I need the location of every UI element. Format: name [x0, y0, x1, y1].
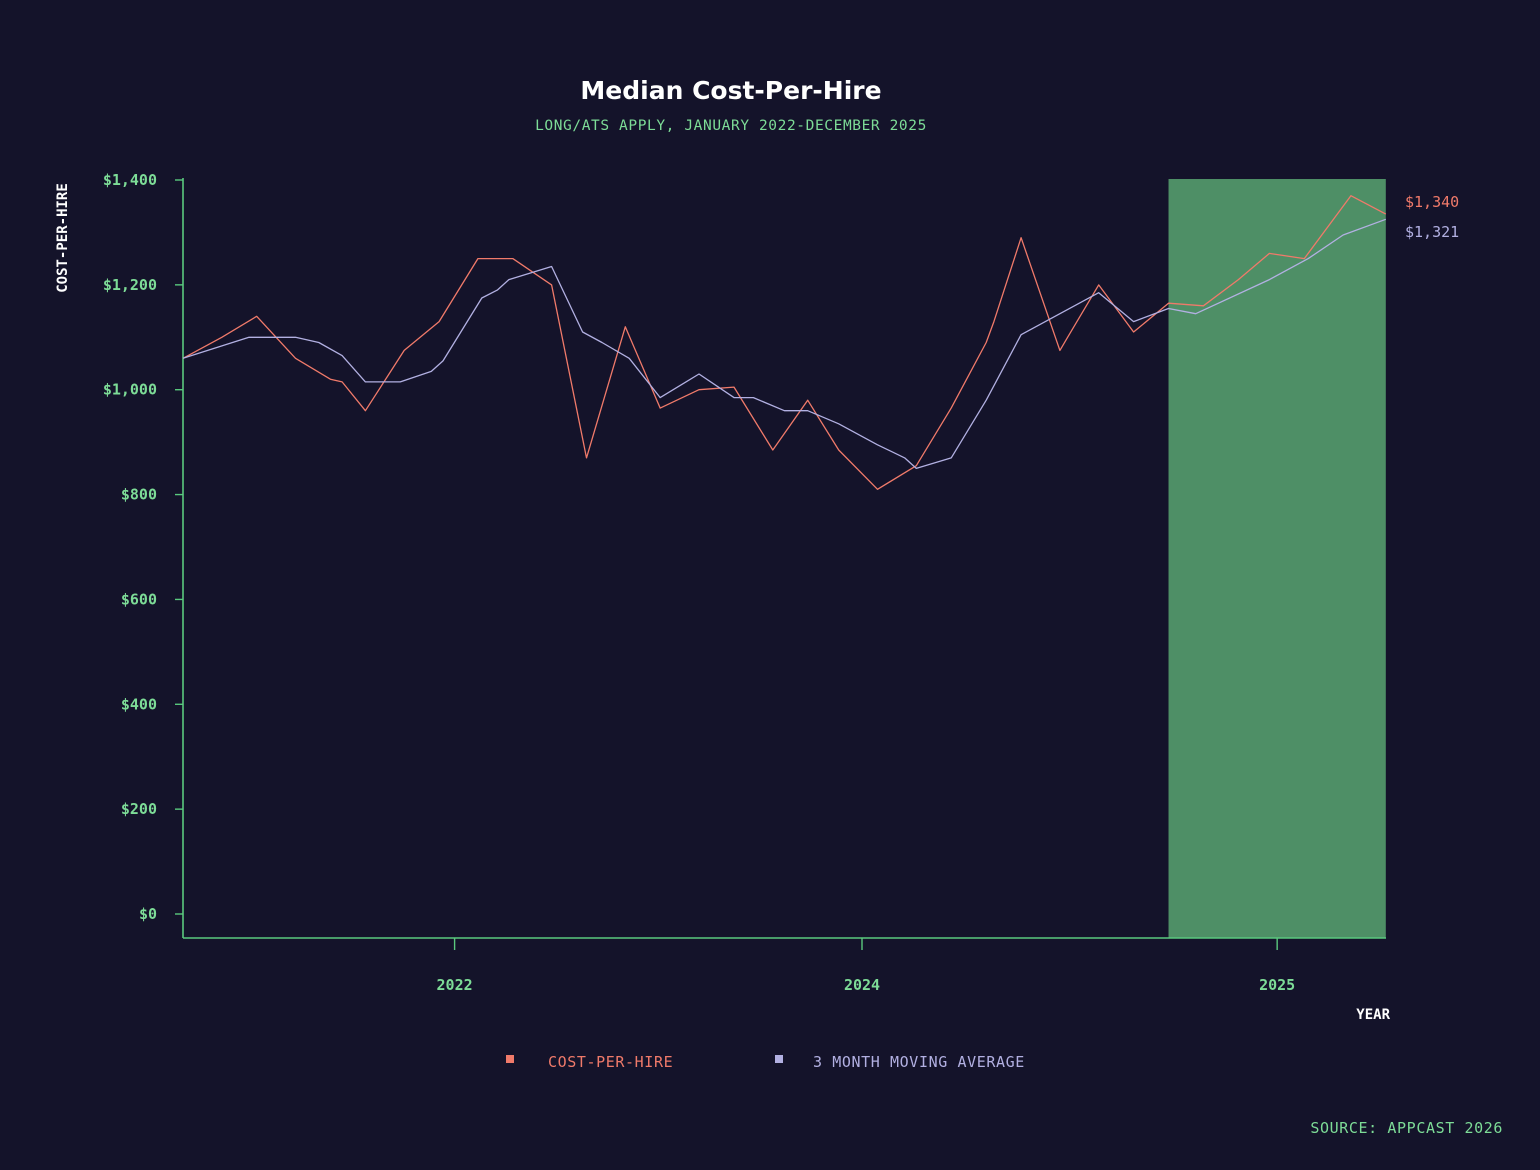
y-tick-label: $800 [121, 486, 157, 504]
legend: COST-PER-HIRE 3 MONTH MOVING AVERAGE [506, 1053, 1025, 1071]
highlight-region [1168, 179, 1386, 938]
legend-label-cost-per-hire: COST-PER-HIRE [548, 1053, 673, 1071]
y-tick-label: $200 [121, 800, 157, 818]
x-tick-label: 2025 [1259, 976, 1295, 994]
legend-swatch-moving-average [775, 1055, 783, 1063]
x-axis-ticks: 2022 2024 2025 [437, 938, 1295, 994]
chart-subtitle: LONG/ATS APPLY, JANUARY 2022-DECEMBER 20… [535, 118, 927, 134]
y-tick-label: $400 [121, 695, 157, 713]
series-line-cost-per-hire [182, 195, 1387, 490]
end-label-moving-average: $1,321 [1405, 223, 1459, 241]
end-labels: $1,340 $1,321 [1405, 193, 1459, 241]
highlight-band [1168, 179, 1386, 938]
y-tick-label: $1,000 [103, 381, 157, 399]
series-line-moving-average [182, 218, 1387, 470]
chart-title: Median Cost-Per-Hire [580, 76, 881, 105]
x-tick-label: 2024 [844, 976, 880, 994]
y-tick-label: $1,400 [103, 171, 157, 189]
legend-label-moving-average: 3 MONTH MOVING AVERAGE [813, 1053, 1025, 1071]
legend-swatch-cost-per-hire [506, 1055, 514, 1063]
source-note: SOURCE: APPCAST 2026 [1310, 1119, 1503, 1137]
y-tick-label: $600 [121, 590, 157, 608]
x-tick-label: 2022 [437, 976, 473, 994]
series-layer [182, 195, 1387, 490]
y-tick-label: $1,200 [103, 276, 157, 294]
y-axis-ticks: $0 $200 $400 $600 $800 $1,000 $1,200 $1,400 [103, 171, 183, 923]
y-axis-title: COST-PER-HIRE [55, 183, 71, 293]
end-label-cost-per-hire: $1,340 [1405, 193, 1459, 211]
x-axis-title: YEAR [1356, 1007, 1390, 1023]
y-tick-label: $0 [139, 905, 157, 923]
